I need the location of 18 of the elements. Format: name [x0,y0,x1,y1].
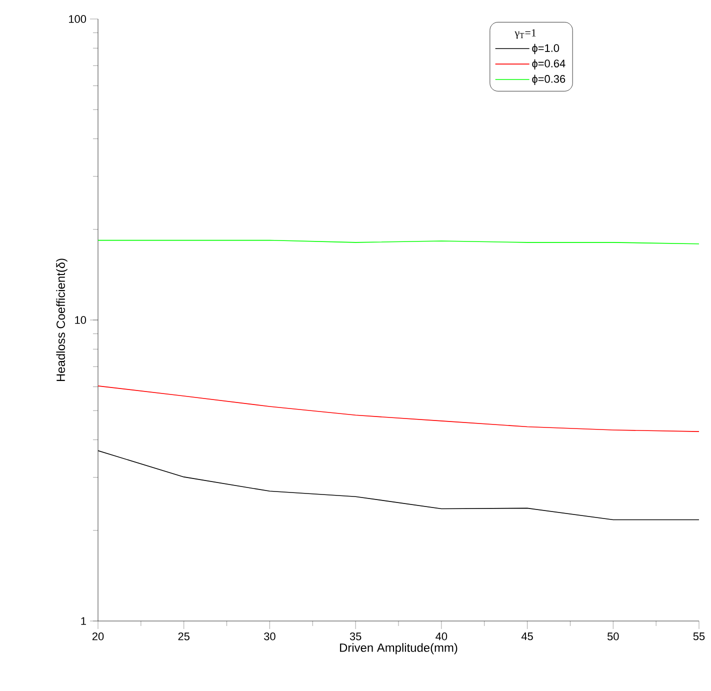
legend-label: ϕ=1.0 [532,44,560,54]
x-axis-title: Driven Amplitude(mm) [340,643,458,654]
y-tick-label: 100 [69,15,86,23]
x-tick-label: 45 [521,632,533,640]
legend-label: ϕ=0.64 [532,59,566,70]
line-series [98,386,700,432]
x-tick-label: 20 [92,632,104,640]
x-tick-label: 40 [436,632,448,640]
legend-label: ϕ=0.36 [532,74,566,85]
y-axis-title: Headloss Coefficient(δ) [56,258,68,382]
y-tick-label: 10 [75,316,86,324]
x-tick-label: 35 [350,632,362,640]
x-tick-label: 25 [178,632,190,640]
legend-title: γ$_{T}$=1 [514,29,536,39]
x-tick-label: 55 [693,632,705,640]
x-tick-label: 30 [264,632,276,640]
y-tick-label: 1 [81,617,86,625]
x-tick-label: 50 [607,632,619,640]
